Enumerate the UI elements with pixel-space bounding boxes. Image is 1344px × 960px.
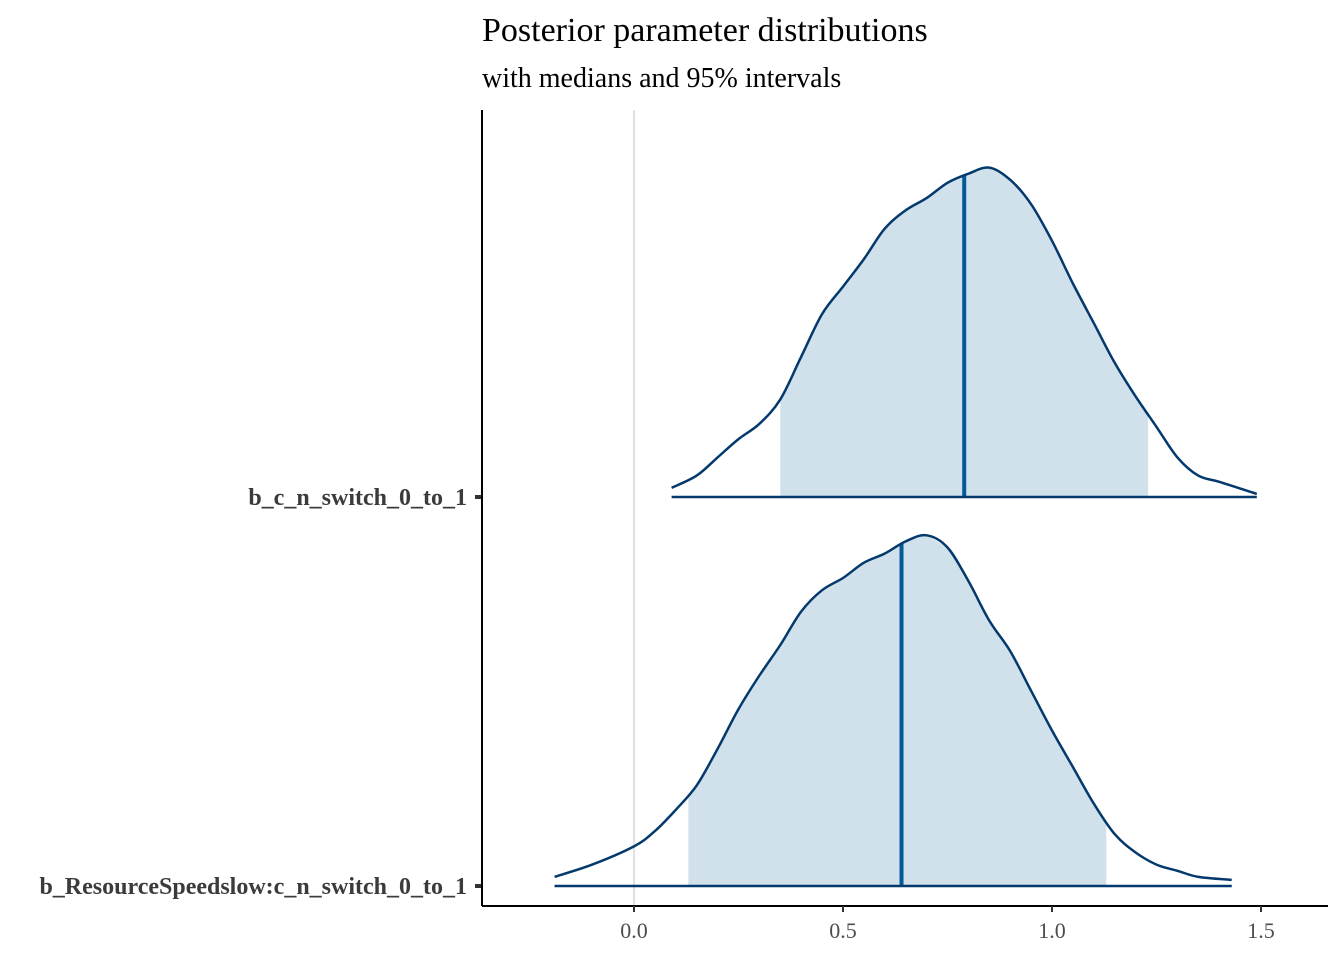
chart-subtitle: with medians and 95% intervals xyxy=(482,63,841,94)
y-tick-label-1: b_ResourceSpeedslow:c_n_switch_0_to_1 xyxy=(39,874,467,900)
y-tick-label-0: b_c_n_switch_0_to_1 xyxy=(248,485,467,511)
x-tick-label-0: 0.0 xyxy=(620,918,648,943)
x-tick-label-3: 1.5 xyxy=(1247,918,1275,943)
density-curve-1 xyxy=(554,533,1232,882)
density-curve-0 xyxy=(671,166,1258,496)
chart-title: Posterior parameter distributions xyxy=(482,12,928,49)
interval-area-1 xyxy=(688,535,1107,886)
x-tick-label-2: 1.0 xyxy=(1038,918,1066,943)
x-tick-label-1: 0.5 xyxy=(829,918,857,943)
plot-area: b_c_n_switch_0_to_1 b_ResourceSpeedslow:c… xyxy=(39,110,1328,943)
